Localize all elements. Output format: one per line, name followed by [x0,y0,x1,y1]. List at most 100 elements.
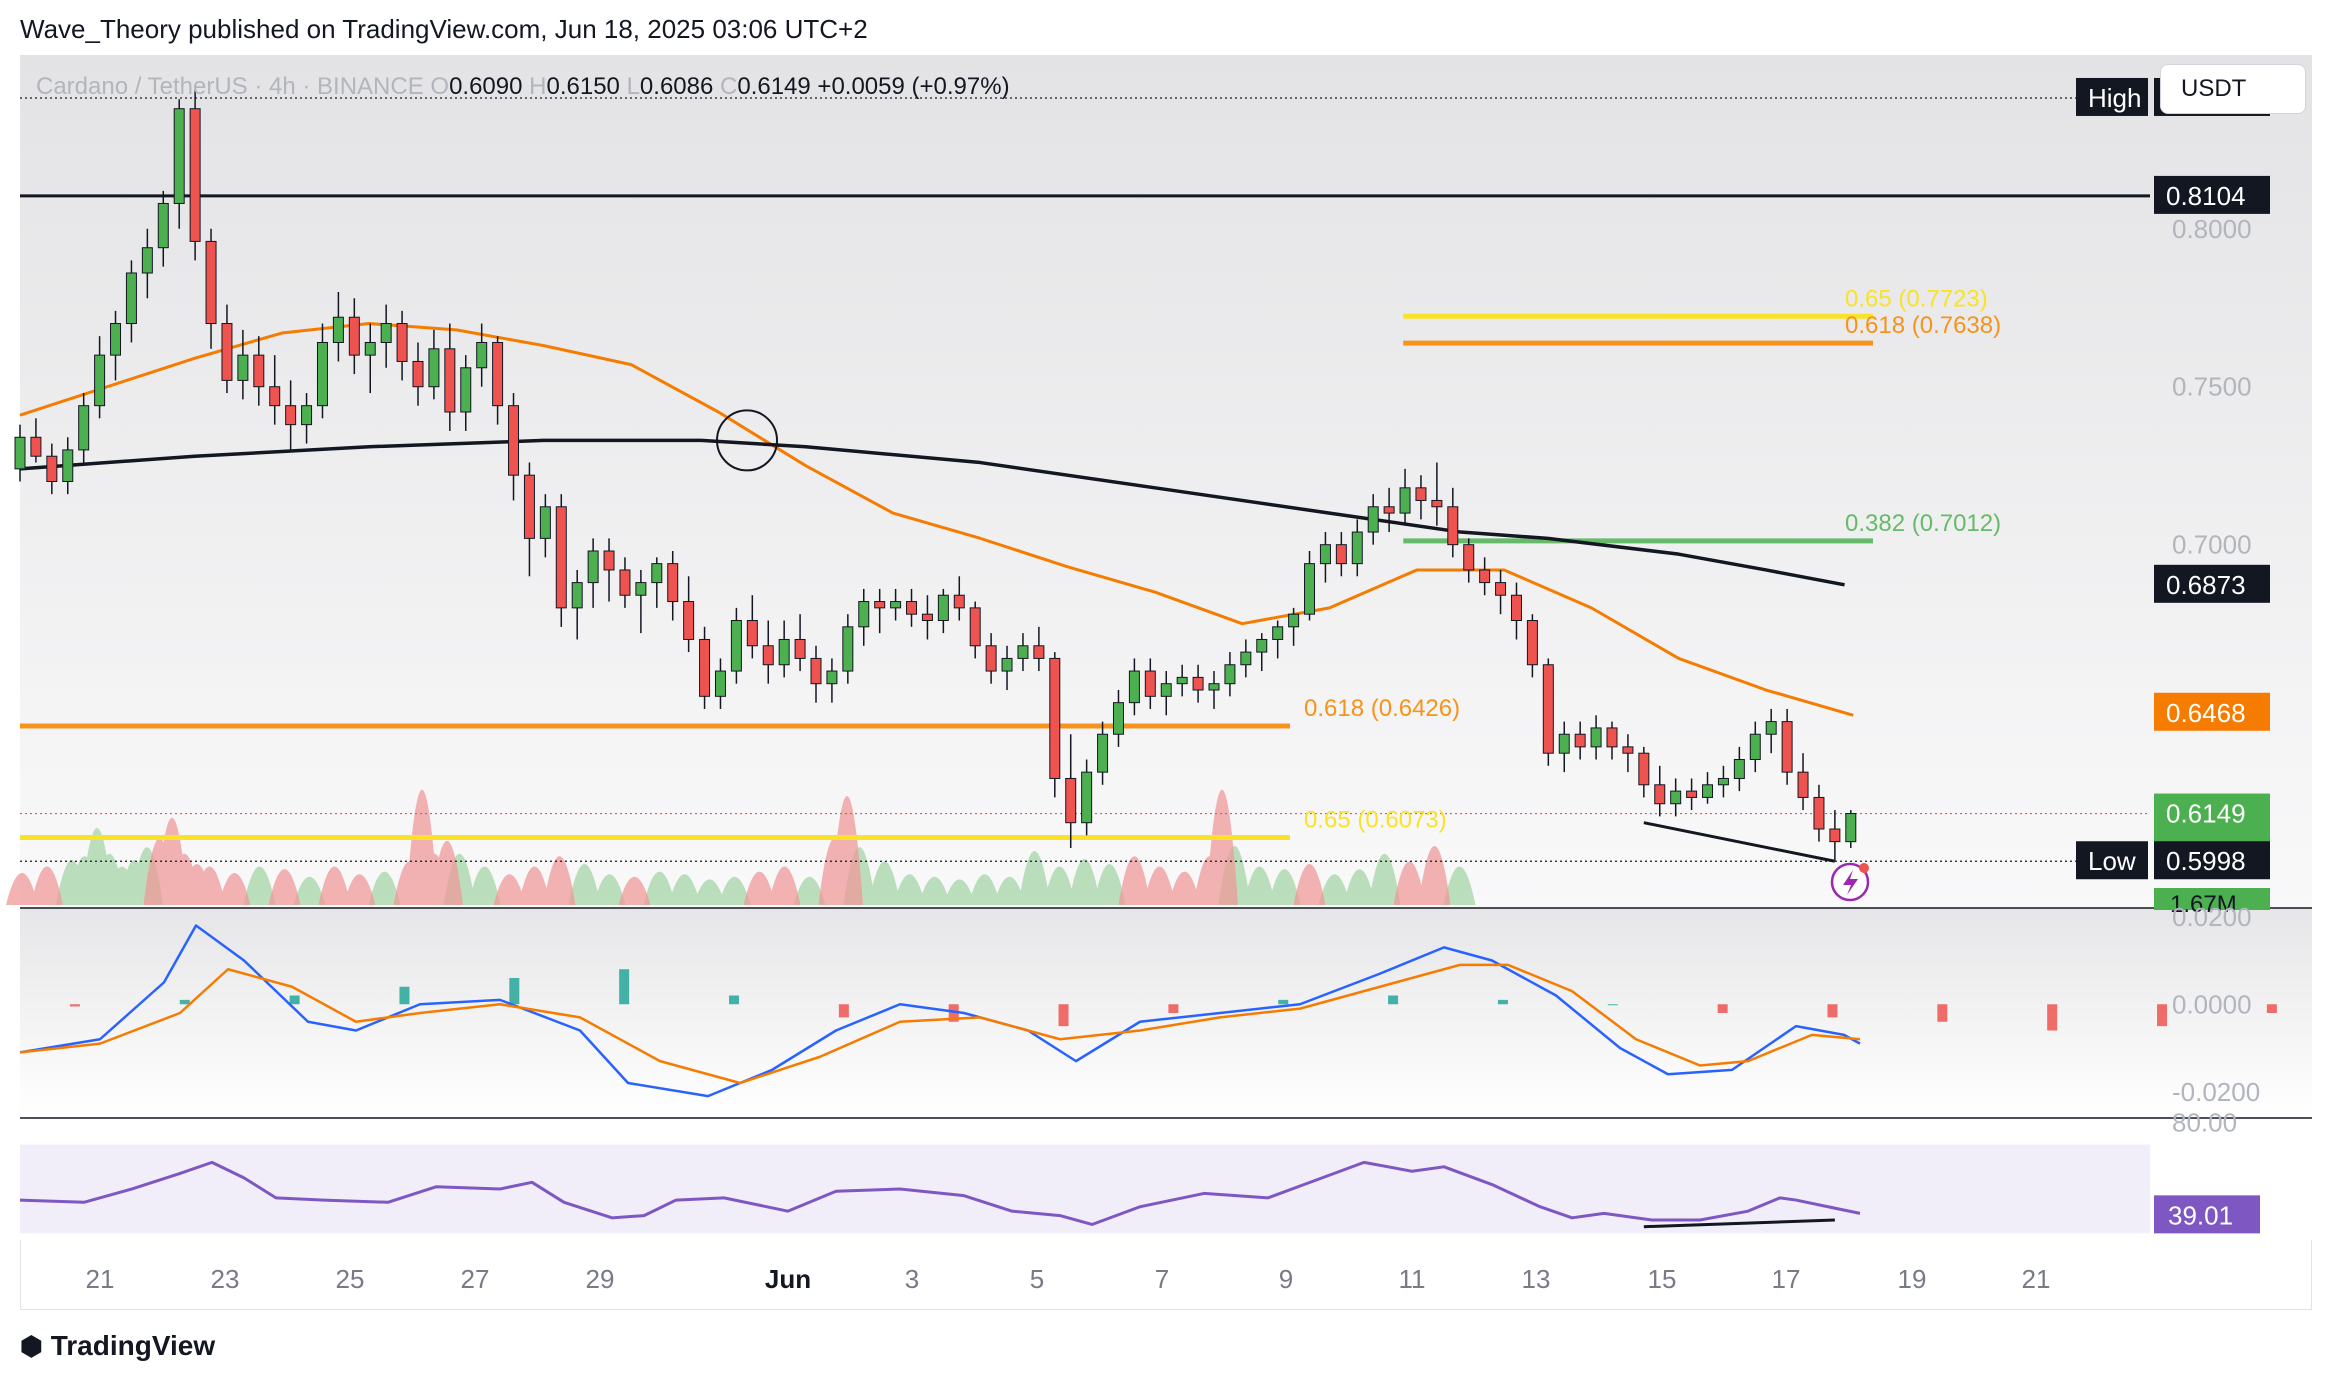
ohlc-close: 0.6149 [737,73,817,100]
candle-body [1558,733,1570,754]
candle-body [587,550,599,584]
candle-body [396,323,408,362]
candle-body [842,626,854,672]
candle-body [1829,828,1841,843]
candle-body [1447,506,1459,546]
candle-body [730,620,742,672]
macd-hist-bar [289,995,300,1005]
ema200-line [19,438,1845,587]
crossover-circle [716,409,778,472]
macd-hist-bar [1278,999,1289,1005]
candle-body [348,316,360,356]
macd-hist-bar [2157,1004,2168,1027]
candle-body [1431,499,1443,508]
candle-body [1383,506,1395,514]
candle-body [1495,582,1507,596]
candle-body [1526,620,1538,666]
macd-hist-bar [509,978,520,1005]
candle-body [14,436,26,470]
candle-body [810,657,822,685]
macd-tick-label: 0.0000 [2172,989,2252,1019]
candle-body [1622,746,1634,754]
x-tick-label: 29 [586,1264,615,1294]
price-tag-label-box [2076,841,2148,880]
candle-body [157,202,169,249]
currency-button[interactable]: USDT [2160,64,2306,114]
x-tick-label: 9 [1279,1264,1293,1294]
candle-body [1781,721,1793,773]
fib-level-label: 0.618 (0.7638) [1845,312,2001,339]
candle-body [906,601,918,615]
candle-body [1128,670,1140,704]
price-tag-box [2154,175,2270,214]
candle-body [476,341,488,369]
candle-body [1049,657,1061,779]
ohlc-low-label: L [627,73,640,100]
candle-body [301,405,313,426]
candle-body [1112,702,1124,735]
fib-level-label: 0.618 (0.6426) [1304,695,1460,722]
candle-body [874,601,886,609]
candle-body [555,506,567,609]
candle-body [364,341,376,356]
candle-body [1542,664,1554,754]
candle-body [253,354,265,388]
publish-info: Wave_Theory published on TradingView.com… [20,14,868,44]
x-tick-label: 13 [1522,1264,1551,1294]
volume-tag-box [2154,888,2270,910]
rsi-band [20,1144,2150,1234]
footer-brand[interactable]: ⬢ TradingView [20,1330,215,1362]
candle-body [667,563,679,603]
price-tick-label: 0.8000 [2172,214,2252,244]
candle-body [890,601,902,609]
candle-body [1510,594,1522,622]
x-tick-label: 21 [2022,1264,2051,1294]
ohlc-change: +0.0059 (+0.97%) [817,73,1009,100]
candle-body [1335,544,1347,565]
candle-body [1017,645,1029,659]
candle-body [1638,752,1650,786]
candle-body [1033,645,1045,659]
price-tag-value: 0.6468 [2166,698,2246,728]
candle-body [1240,651,1252,666]
x-tick-label: 5 [1030,1264,1044,1294]
candle-body [428,348,440,388]
volume-tag-value: 1.67M [2170,891,2237,918]
ohlc-legend: Cardano / TetherUS · 4h · BINANCE O0.609… [36,73,1010,100]
price-tag-value: 0.5998 [2166,846,2246,876]
candle-body [316,341,328,407]
candle-body [985,645,997,672]
candle-body [826,670,838,685]
macd-signal-line [19,963,1861,1085]
price-tag-box [2154,841,2270,880]
rsi-tick-label: 80.00 [2172,1107,2237,1137]
candle-body [1797,771,1809,798]
price-tag-value: 0.8104 [2166,181,2246,211]
price-divergence-line [1643,821,1836,863]
candle-body [1399,487,1411,514]
x-tick-label: 23 [211,1264,240,1294]
candle-body [1686,790,1698,798]
candle-body [858,601,870,628]
candle-body [1001,657,1013,672]
ohlc-open: 0.6090 [449,73,529,100]
candle-body [1256,638,1268,653]
candle-body [1208,683,1220,691]
candle-body [205,240,217,325]
rsi-value: 39.01 [2168,1200,2233,1230]
candle-body [571,582,583,609]
candle-body [1813,796,1825,830]
candle-body [794,638,806,659]
macd-hist-bar [1168,1004,1179,1013]
macd-hist-bar [1937,1004,1948,1022]
macd-hist-bar [1607,1004,1618,1006]
macd-hist-bar [838,1004,849,1018]
macd-hist-bar [179,999,190,1005]
x-tick-label: 11 [1399,1264,1426,1294]
candle-body [651,563,663,584]
macd-hist-bar [1388,995,1399,1005]
candle-body [969,607,981,647]
x-tick-label: 3 [905,1264,919,1294]
candle-body [269,386,281,407]
